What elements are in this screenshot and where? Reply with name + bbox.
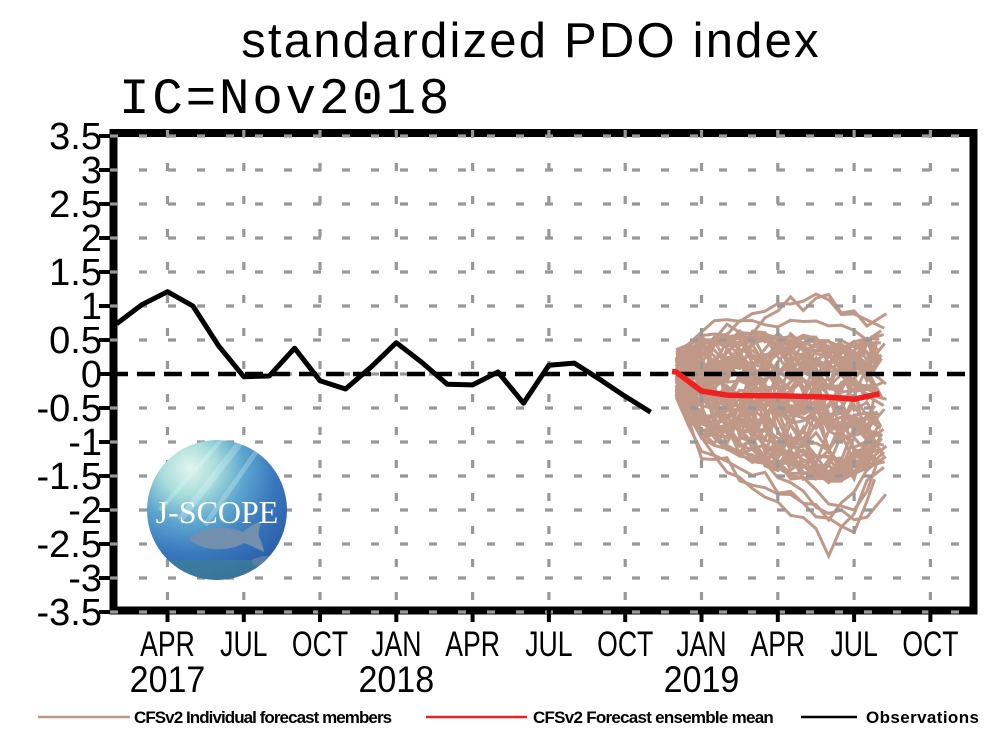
svg-text:3.5: 3.5 [49, 116, 102, 158]
svg-text:2018: 2018 [358, 659, 434, 701]
svg-text:standardized PDO index: standardized PDO index [241, 14, 821, 68]
svg-text:-2: -2 [68, 490, 102, 532]
svg-text:J-SCOPE: J-SCOPE [156, 494, 279, 530]
svg-text:-3: -3 [68, 558, 102, 600]
svg-text:2017: 2017 [130, 659, 206, 701]
svg-text:2.5: 2.5 [49, 184, 102, 226]
svg-text:IC=Nov2018: IC=Nov2018 [119, 72, 452, 129]
svg-text:1: 1 [81, 286, 102, 328]
svg-text:JUL: JUL [830, 624, 877, 663]
svg-text:CFSv2 Individual forecast memb: CFSv2 Individual forecast members [134, 708, 392, 727]
svg-text:APR: APR [140, 624, 195, 663]
svg-text:2: 2 [81, 218, 102, 260]
svg-text:0.5: 0.5 [49, 320, 102, 362]
svg-text:OCT: OCT [902, 624, 958, 663]
svg-text:CFSv2 Forecast ensemble mean: CFSv2 Forecast ensemble mean [533, 708, 773, 727]
svg-text:JAN: JAN [371, 624, 421, 663]
svg-text:3: 3 [81, 150, 102, 192]
svg-text:Observations: Observations [866, 708, 979, 727]
svg-text:0: 0 [81, 354, 102, 396]
svg-text:-1.5: -1.5 [37, 456, 102, 498]
svg-text:JAN: JAN [676, 624, 726, 663]
svg-text:JUL: JUL [525, 624, 572, 663]
svg-text:-3.5: -3.5 [37, 592, 102, 634]
svg-text:OCT: OCT [292, 624, 348, 663]
svg-text:APR: APR [445, 624, 500, 663]
svg-text:1.5: 1.5 [49, 252, 102, 294]
svg-text:OCT: OCT [597, 624, 653, 663]
svg-text:-1: -1 [68, 422, 102, 464]
svg-text:-2.5: -2.5 [37, 524, 102, 566]
svg-text:JUL: JUL [220, 624, 267, 663]
svg-text:APR: APR [750, 624, 805, 663]
svg-text:-0.5: -0.5 [37, 388, 102, 430]
svg-text:2019: 2019 [664, 659, 740, 701]
